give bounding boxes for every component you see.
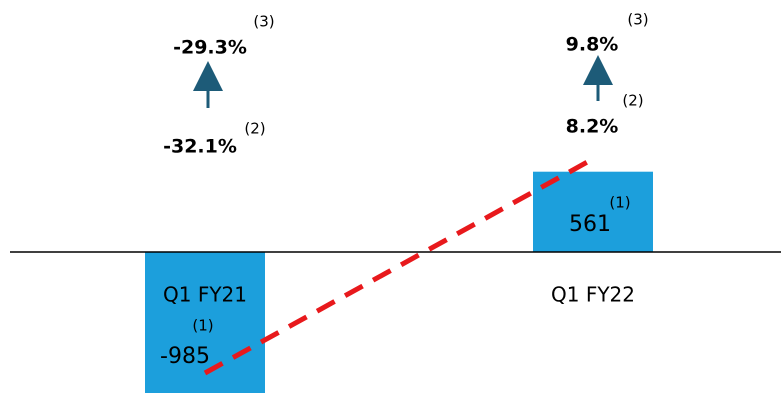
value-note: (1) — [192, 317, 213, 335]
growth-reported: -32.1% — [163, 136, 237, 158]
value-label: -985 — [160, 344, 210, 369]
category-label: Q1 FY21 — [163, 283, 247, 307]
growth-note: (2) — [622, 92, 643, 110]
growth-note: (2) — [244, 120, 265, 138]
growth-adjusted: -29.3% — [173, 37, 247, 59]
value-note: (1) — [609, 194, 630, 212]
growth-reported: 8.2% — [566, 116, 619, 138]
bars — [145, 171, 653, 393]
bar — [533, 171, 653, 252]
bar — [145, 252, 265, 393]
growth-note: (3) — [627, 11, 648, 29]
growth-adjusted: 9.8% — [566, 34, 619, 56]
growth-note: (3) — [253, 13, 274, 31]
value-label: 561 — [569, 212, 611, 237]
category-label: Q1 FY22 — [551, 283, 635, 307]
trend-line — [203, 154, 599, 376]
